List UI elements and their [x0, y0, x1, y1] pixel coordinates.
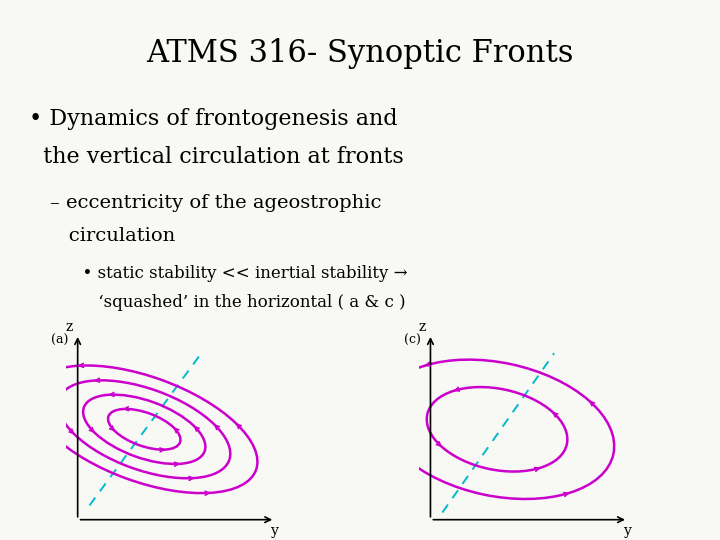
- Text: (c): (c): [404, 334, 421, 347]
- Text: – eccentricity of the ageostrophic: – eccentricity of the ageostrophic: [50, 194, 382, 212]
- Text: z: z: [66, 320, 73, 334]
- Text: • Dynamics of frontogenesis and: • Dynamics of frontogenesis and: [29, 108, 397, 130]
- Text: circulation: circulation: [50, 227, 176, 245]
- Text: • static stability << inertial stability →: • static stability << inertial stability…: [72, 265, 408, 281]
- Text: z: z: [418, 320, 426, 334]
- Text: (a): (a): [51, 334, 68, 347]
- Text: y: y: [624, 524, 632, 538]
- Text: the vertical circulation at fronts: the vertical circulation at fronts: [29, 146, 403, 168]
- Text: ATMS 316- Synoptic Fronts: ATMS 316- Synoptic Fronts: [146, 38, 574, 69]
- Text: y: y: [271, 524, 279, 538]
- Text: ‘squashed’ in the horizontal ( a & c ): ‘squashed’ in the horizontal ( a & c ): [72, 294, 405, 311]
